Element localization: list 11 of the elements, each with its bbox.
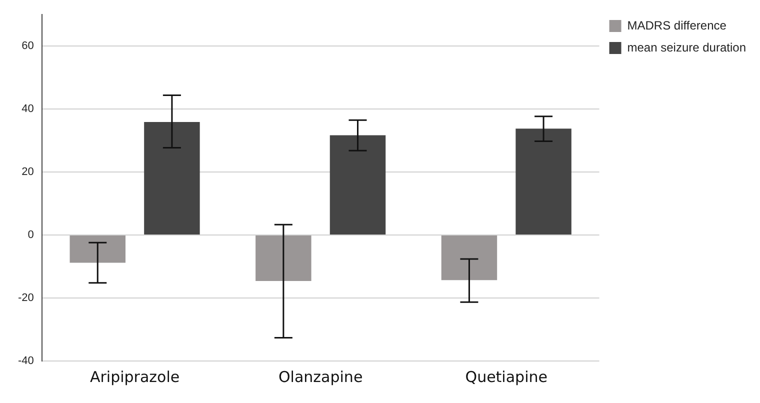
y-tick-label: -20: [18, 292, 34, 304]
legend-label: MADRS difference: [627, 18, 727, 32]
y-tick-label: 40: [22, 103, 34, 116]
y-tick-label: 60: [22, 40, 34, 52]
legend-label: mean seizure duration: [627, 40, 746, 54]
x-tick-label: Olanzapine: [278, 368, 363, 386]
x-tick-label: Quetiapine: [465, 368, 548, 386]
y-tick-label: 0: [28, 229, 34, 242]
y-tick-label: -40: [18, 355, 34, 368]
y-tick-label: 20: [22, 166, 34, 178]
x-tick-label: Aripiprazole: [90, 368, 180, 386]
